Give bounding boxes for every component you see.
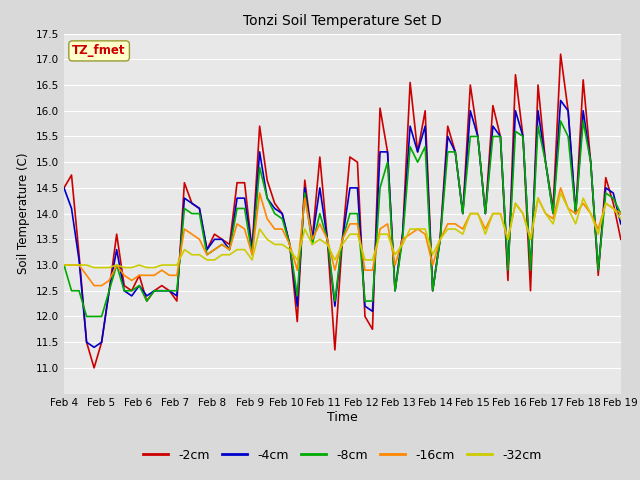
Title: Tonzi Soil Temperature Set D: Tonzi Soil Temperature Set D (243, 14, 442, 28)
Y-axis label: Soil Temperature (C): Soil Temperature (C) (17, 153, 30, 275)
X-axis label: Time: Time (327, 411, 358, 424)
Text: TZ_fmet: TZ_fmet (72, 44, 126, 58)
Legend: -2cm, -4cm, -8cm, -16cm, -32cm: -2cm, -4cm, -8cm, -16cm, -32cm (138, 444, 547, 467)
